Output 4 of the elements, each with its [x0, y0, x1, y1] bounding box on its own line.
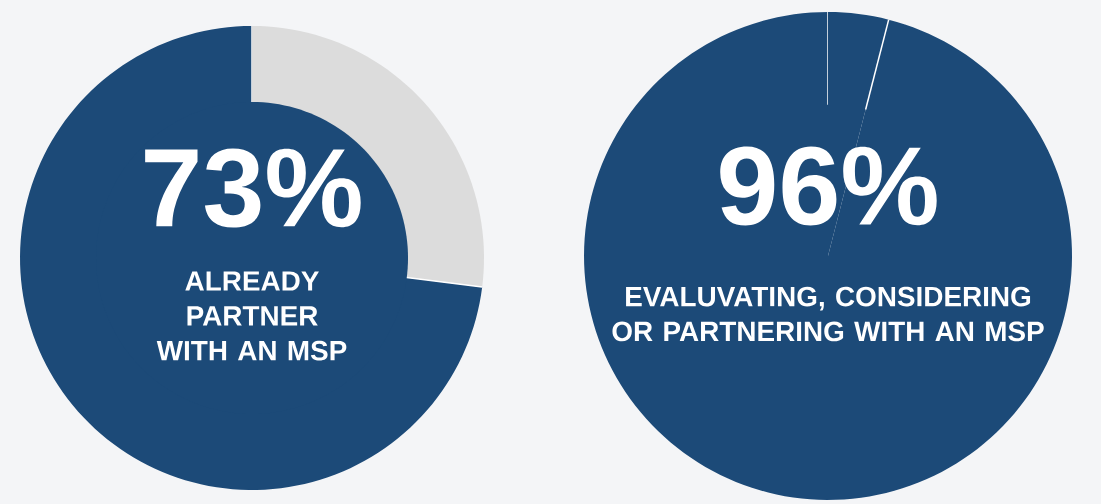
slice-label: ALREADY PARTNER WITH AN MSP — [156, 271, 347, 361]
data-label: 96% — [720, 146, 937, 226]
data-label: 73% — [145, 148, 361, 228]
slice-label: EVALUVATING, CONSIDERING OR PARTNERING WITH AN MSP — [612, 286, 1044, 342]
